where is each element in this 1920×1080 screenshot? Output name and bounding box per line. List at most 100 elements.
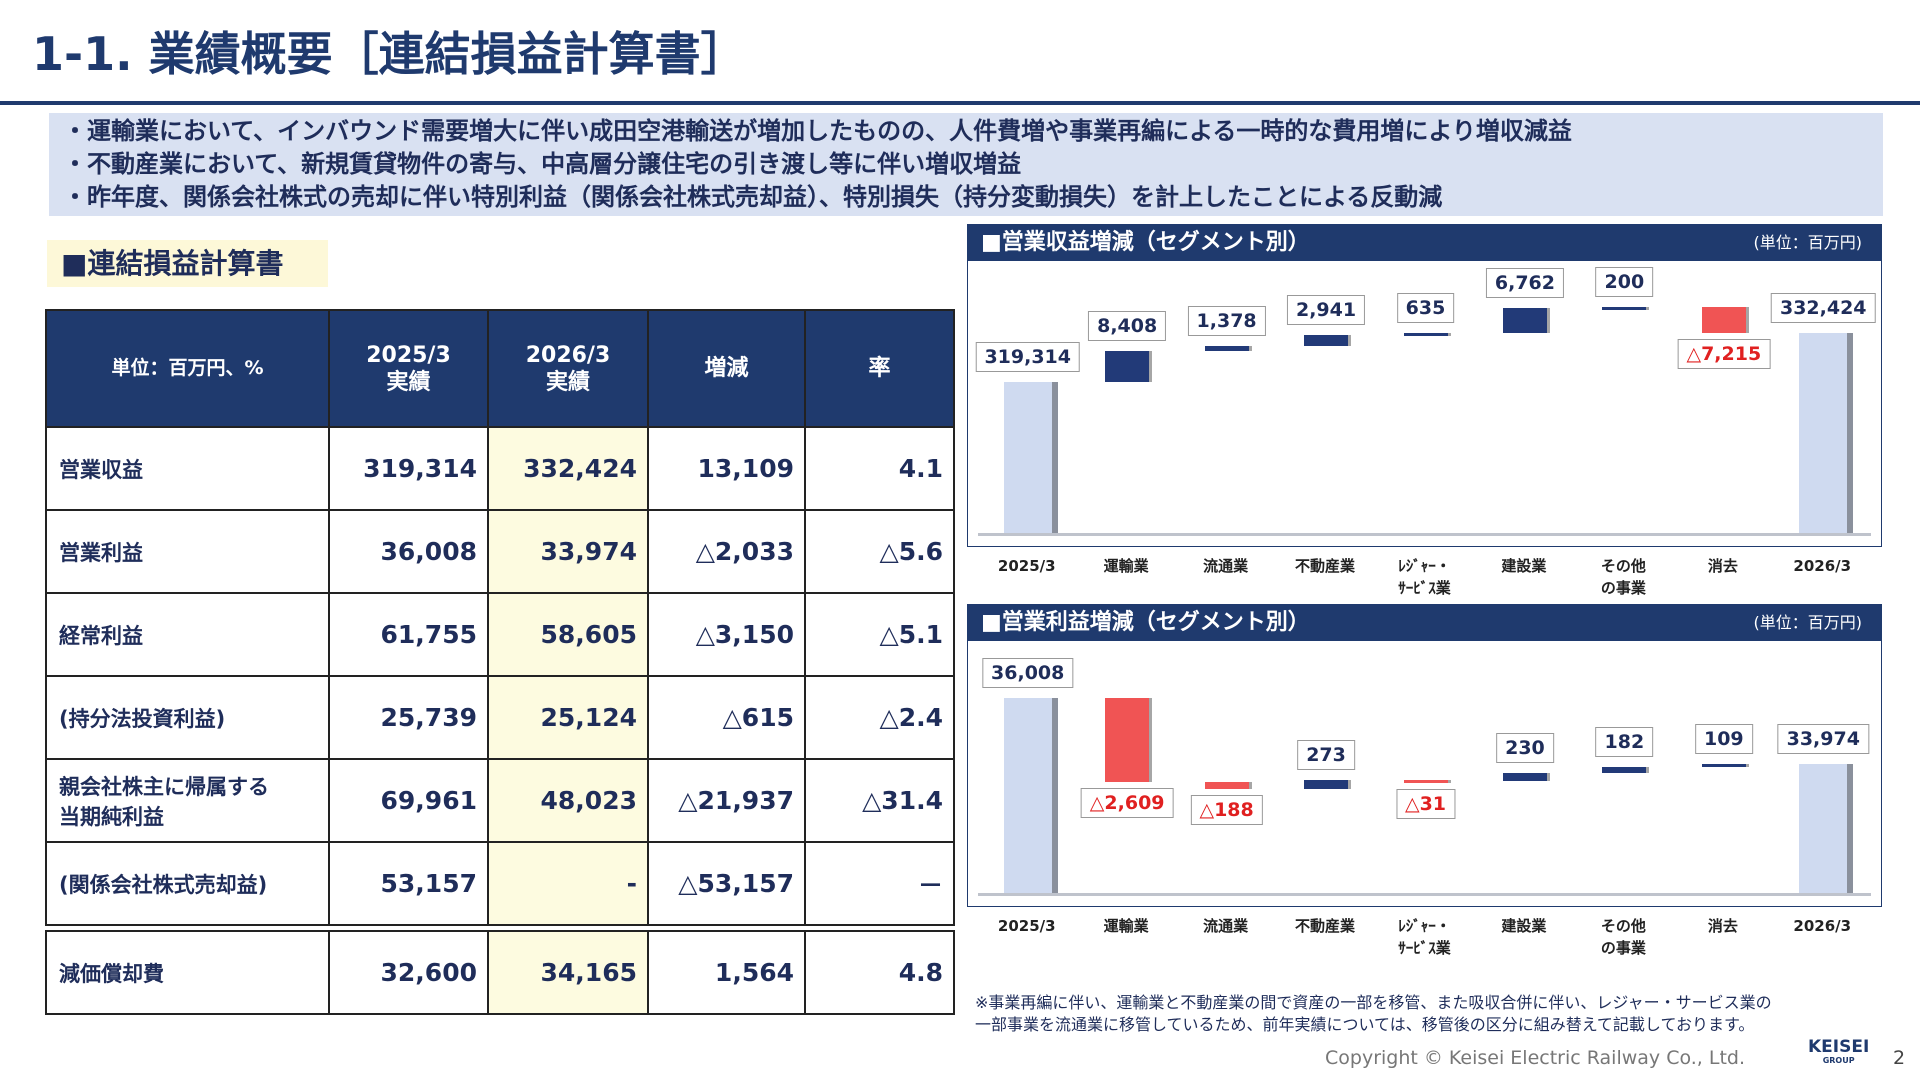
- chart-header: ■営業利益増減（セグメント別） (単位：百万円): [967, 604, 1882, 641]
- change-bar: [1701, 306, 1746, 334]
- header-cell: 単位：百万円、%: [45, 309, 330, 428]
- value-cell: △2.4: [804, 675, 955, 760]
- change-bar: [1105, 697, 1150, 783]
- table-row: 営業利益 36,008 33,974 △2,033 △5.6: [45, 509, 955, 594]
- change-bar: [1204, 782, 1249, 789]
- category-label: 消去: [1707, 917, 1738, 935]
- category-label: ﾚｼﾞｬｰ・ ｻｰﾋﾞｽ業: [1398, 917, 1451, 957]
- change-bar: [1502, 307, 1547, 333]
- change-bar: [1602, 767, 1647, 774]
- value-cell: 32,600: [328, 930, 489, 1015]
- value-cell: △53,157: [647, 841, 806, 926]
- category-label: その他 の事業: [1600, 917, 1646, 957]
- row-label: 経常利益: [45, 592, 330, 677]
- value-label: 635: [1396, 292, 1455, 323]
- value-cell: △2,033: [647, 509, 806, 594]
- bullet: ・不動産業において、新規賃貸物件の寄与、中高層分譲住宅の引き渡し等に伴い増収増益: [63, 150, 1022, 178]
- row-label: 営業利益: [45, 509, 330, 594]
- category-label: 不動産業: [1295, 557, 1356, 575]
- value-cell: 53,157: [328, 841, 489, 926]
- value-cell: △31.4: [804, 758, 955, 843]
- slide-title: 1-1. 業績概要［連結損益計算書］: [32, 27, 747, 81]
- value-cell: 34,165: [487, 930, 649, 1015]
- logo-text: KEISEI: [1808, 1037, 1870, 1057]
- header-row: 単位：百万円、% 2025/3 実績 2026/3 実績 増減率: [45, 309, 955, 428]
- value-label: 230: [1496, 733, 1554, 764]
- change-bar: [1602, 306, 1647, 310]
- category-label: その他 の事業: [1600, 557, 1646, 597]
- total-bar: [1003, 697, 1052, 893]
- value-cell: △3,150: [647, 592, 806, 677]
- value-label: 182: [1595, 727, 1654, 758]
- value-label: 109: [1694, 723, 1753, 754]
- change-bar: [1304, 779, 1349, 789]
- value-label: 6,762: [1485, 267, 1564, 298]
- footnote: ※事業再編に伴い、運輸業と不動産業の間で資産の一部を移管、また吸収合併に伴い、レ…: [975, 993, 1772, 1034]
- value-cell: －: [804, 841, 955, 926]
- change-bar: [1204, 345, 1249, 351]
- change-bar: [1502, 773, 1547, 781]
- bullet: ・運輸業において、インバウンド需要増大に伴い成田空港輸送が増加したものの、人件費…: [63, 117, 1572, 145]
- category-label: ﾚｼﾞｬｰ・ ｻｰﾋﾞｽ業: [1398, 557, 1451, 597]
- value-cell: 4.1: [804, 426, 955, 511]
- value-label: 273: [1297, 739, 1355, 770]
- category-label: 2026/3: [1793, 917, 1852, 935]
- category-label: 消去: [1707, 557, 1738, 575]
- value-label: 8,408: [1088, 310, 1167, 341]
- change-bar: [1403, 332, 1448, 336]
- value-cell: 69,961: [328, 758, 489, 843]
- chart-header: ■営業収益増減（セグメント別） (単位：百万円): [967, 224, 1882, 261]
- revenue-chart: ■営業収益増減（セグメント別） (単位：百万円) 319,314 8,408 1,378…: [967, 224, 1882, 597]
- value-cell: 61,755: [328, 592, 489, 677]
- table-row: (関係会社株式売却益) 53,157- △53,157 －: [45, 841, 955, 926]
- header-cell: 率: [804, 309, 955, 428]
- chart-unit: (単位：百万円): [1753, 613, 1863, 632]
- change-bar: [1304, 334, 1349, 346]
- value-label: 1,378: [1187, 305, 1266, 336]
- chart-title: ■営業収益増減（セグメント別）: [981, 230, 1310, 255]
- value-label: 332,424: [1770, 293, 1876, 324]
- title-rule: [0, 101, 1920, 105]
- value-label: 2,941: [1286, 294, 1366, 325]
- change-bar: [1403, 779, 1448, 783]
- pl-table: 単位：百万円、% 2025/3 実績 2026/3 実績 増減率営業収益 319,314…: [45, 309, 955, 1015]
- floor: [978, 533, 1871, 536]
- logo-sub: GROUP: [1822, 1056, 1855, 1065]
- value-cell: 332,424: [487, 426, 649, 511]
- table-row: 経常利益 61,755 58,605 △3,150 △5.1: [45, 592, 955, 677]
- category-label: 建設業: [1501, 917, 1547, 935]
- category-label: 不動産業: [1295, 917, 1356, 935]
- value-cell: -: [487, 841, 649, 926]
- plot-area: 36,008 △2,609 △188 273 △31 230 182 109 33,974: [967, 641, 1882, 907]
- change-bar: [1105, 350, 1150, 382]
- row-label: 親会社株主に帰属する 当期純利益: [45, 758, 330, 843]
- change-bar: [1701, 763, 1746, 768]
- table-row: 営業収益 319,314 332,424 13,109 4.1: [45, 426, 955, 511]
- bullet: ・昨年度、関係会社株式の売却に伴い特別利益（関係会社株式売却益）、特別損失（持分…: [63, 183, 1443, 211]
- value-cell: 36,008: [328, 509, 489, 594]
- category-label: 流通業: [1203, 557, 1249, 575]
- header-cell: 2025/3 実績: [328, 309, 489, 428]
- chart-unit: (単位：百万円): [1753, 233, 1863, 252]
- value-cell: 25,124: [487, 675, 649, 760]
- value-label: △2,609: [1080, 788, 1174, 819]
- value-cell: 48,023: [487, 758, 649, 843]
- logo: KEISEI GROUP: [1808, 1037, 1870, 1068]
- value-label: 319,314: [975, 341, 1080, 372]
- value-label: △31: [1395, 788, 1456, 819]
- profit-chart: ■営業利益増減（セグメント別） (単位：百万円) 36,008 △2,609 △188 2…: [967, 604, 1882, 957]
- total-bar: [1799, 763, 1848, 893]
- value-cell: 13,109: [647, 426, 806, 511]
- value-cell: △5.1: [804, 592, 955, 677]
- page-number: 2: [1893, 1047, 1906, 1069]
- value-label: △7,215: [1677, 339, 1771, 370]
- summary-box: ・運輸業において、インバウンド需要増大に伴い成田空港輸送が増加したものの、人件費…: [49, 113, 1883, 216]
- value-label: 200: [1595, 266, 1654, 297]
- category-label: 2026/3: [1793, 557, 1852, 575]
- value-cell: 25,739: [328, 675, 489, 760]
- section-title: ■連結損益計算書: [47, 240, 328, 287]
- total-bar: [1799, 333, 1848, 533]
- chart-title: ■営業利益増減（セグメント別）: [981, 610, 1310, 635]
- table-row: (持分法投資利益) 25,739 25,124 △615 △2.4: [45, 675, 955, 760]
